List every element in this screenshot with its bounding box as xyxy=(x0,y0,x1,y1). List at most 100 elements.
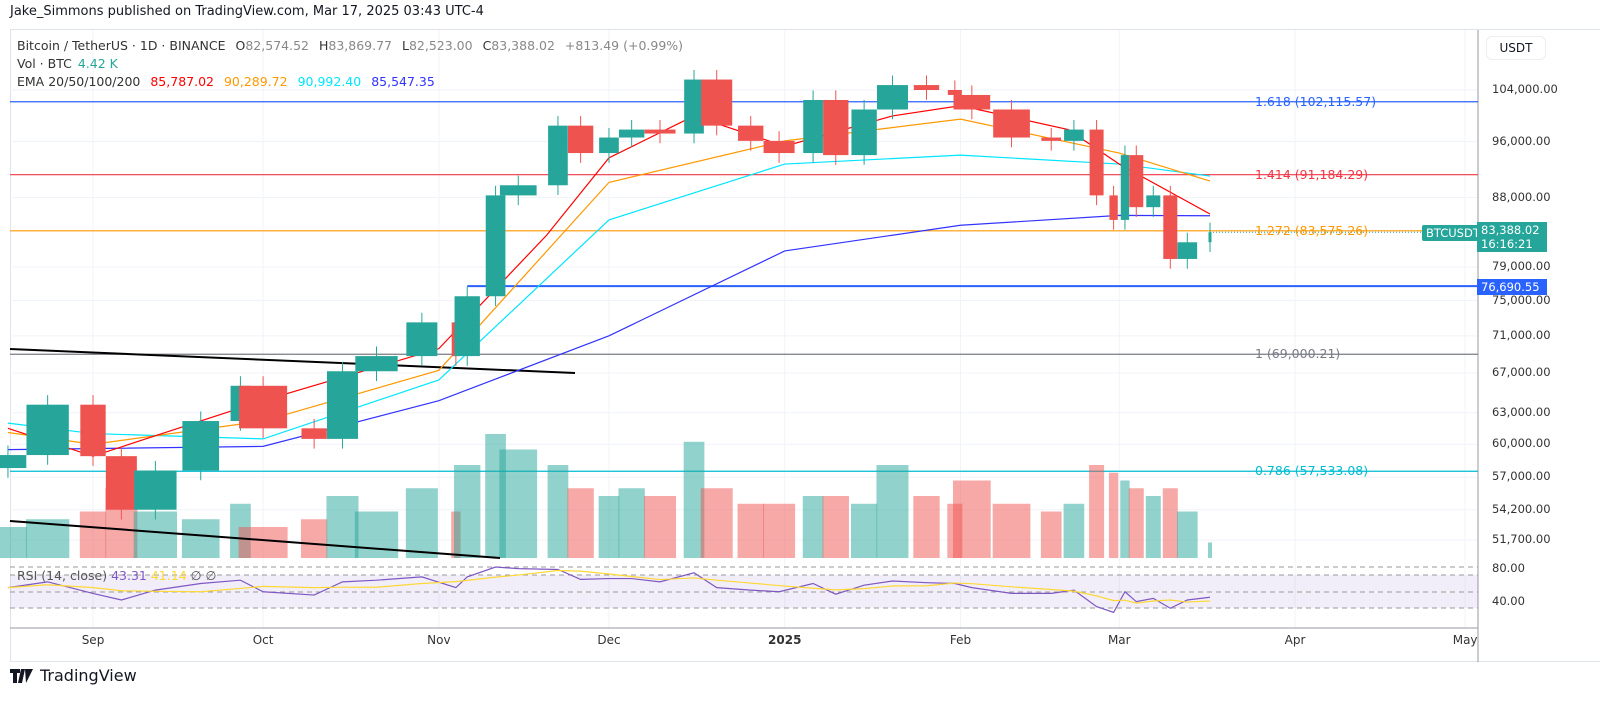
candle-body xyxy=(701,79,733,126)
price-tick: 96,000.00 xyxy=(1492,133,1551,148)
candle-body xyxy=(851,109,877,156)
candle-body xyxy=(1177,242,1198,259)
price-tick: 51,700.00 xyxy=(1492,532,1551,547)
ema200-line xyxy=(7,214,1210,451)
volume-bar xyxy=(1063,503,1085,558)
candle-body xyxy=(823,99,849,156)
candle-body xyxy=(993,109,1030,138)
volume-label: Vol · BTC xyxy=(17,56,72,71)
volume-bar xyxy=(79,511,107,558)
candle-body xyxy=(406,322,438,357)
currency-unit-button[interactable]: USDT xyxy=(1486,36,1546,60)
volume-bar xyxy=(1145,496,1161,558)
price-tick: 71,000.00 xyxy=(1492,327,1551,342)
candle-body xyxy=(134,470,177,510)
time-label: 2025 xyxy=(768,633,802,647)
candle-body xyxy=(1064,129,1084,141)
ema100-line xyxy=(7,154,1211,440)
ema100-value: 90,992.40 xyxy=(297,74,362,89)
candle-body xyxy=(182,421,220,471)
ema-label: EMA 20/50/100/200 xyxy=(17,74,141,89)
candle-body xyxy=(953,94,991,110)
volume-bar xyxy=(763,503,796,558)
ohlc-change: +813.49 (+0.99%) xyxy=(564,38,684,53)
price-tick: 88,000.00 xyxy=(1492,189,1551,204)
volume-bar xyxy=(822,496,849,558)
rsi-line xyxy=(7,566,1211,614)
price-tick: 104,000.00 xyxy=(1492,82,1558,96)
volume-bar xyxy=(354,511,399,558)
volume-bar xyxy=(700,488,733,558)
volume-bar xyxy=(181,519,220,558)
symbol-legend: Bitcoin / TetherUS · 1D · BINANCE O82,57… xyxy=(17,38,689,53)
candle-body xyxy=(105,456,137,510)
ohlc-open: O82,574.52 xyxy=(235,38,309,53)
candle-body xyxy=(355,356,398,372)
rsi-tick: 40.00 xyxy=(1492,594,1525,608)
candle-body xyxy=(1109,195,1118,220)
volume-bar xyxy=(618,488,645,558)
volume-bar xyxy=(992,503,1031,558)
rsi-ma-value: 41.14 xyxy=(150,568,187,583)
candle-body xyxy=(1208,232,1212,243)
volume-bar xyxy=(1089,465,1105,558)
symbol-title[interactable]: Bitcoin / TetherUS · 1D · BINANCE xyxy=(17,38,226,53)
last-price-tag: 83,388.02 16:16:21 xyxy=(1477,222,1547,252)
time-label: Mar xyxy=(1107,633,1131,647)
volume-bar xyxy=(499,449,538,558)
volume-legend[interactable]: Vol · BTC 4.42 K xyxy=(17,56,124,71)
candle-body xyxy=(1120,155,1130,220)
rsi-na-2: ∅ xyxy=(205,568,217,583)
rsi-tick: 80.00 xyxy=(1492,561,1525,575)
tradingview-logo[interactable]: TradingView xyxy=(10,666,137,685)
price-tick: 67,000.00 xyxy=(1492,365,1551,380)
fib-level-label: 1.618 (102,115.57) xyxy=(1255,93,1377,109)
volume-bar xyxy=(1128,488,1144,558)
candle-body xyxy=(599,137,619,154)
candle-body xyxy=(684,79,704,134)
candle-body xyxy=(485,195,506,297)
candle-body xyxy=(644,129,676,134)
ema50-line xyxy=(7,118,1211,445)
bar-countdown: 16:16:21 xyxy=(1481,237,1533,251)
ema-legend[interactable]: EMA 20/50/100/200 85,787.02 90,289.72 90… xyxy=(17,74,441,89)
candle-body xyxy=(567,125,594,154)
trendline xyxy=(9,348,576,374)
time-label: Apr xyxy=(1284,633,1306,647)
time-label: Nov xyxy=(427,633,451,647)
volume-bar xyxy=(326,496,359,558)
volume-bar xyxy=(0,527,27,558)
candle-body xyxy=(26,404,69,456)
candle-body xyxy=(947,90,962,95)
ema200-value: 85,547.35 xyxy=(371,74,435,89)
volume-bar xyxy=(1176,511,1198,558)
candle-body xyxy=(1089,129,1104,196)
volume-bar xyxy=(1162,488,1178,558)
fib-level-label: 1.414 (91,184.29) xyxy=(1255,166,1369,182)
volume-bar xyxy=(1108,472,1119,558)
volume-bar xyxy=(643,496,677,558)
rsi-legend[interactable]: RSI (14, close) 43.31 41.14 ∅ ∅ xyxy=(17,568,216,583)
trendline xyxy=(9,520,501,559)
ohlc-close: C83,388.02 xyxy=(482,38,555,53)
tradingview-logo-icon xyxy=(10,668,33,683)
volume-bar xyxy=(737,503,764,558)
rsi-label: RSI (14, close) xyxy=(17,568,108,583)
candle-body xyxy=(301,428,327,439)
price-tick: 54,200.00 xyxy=(1492,501,1551,516)
volume-bar xyxy=(876,465,909,558)
candle-body xyxy=(80,404,106,457)
ema20-value: 85,787.02 xyxy=(150,74,214,89)
volume-bar xyxy=(1120,480,1130,558)
price-tick: 63,000.00 xyxy=(1492,404,1551,419)
price-tick: 79,000.00 xyxy=(1492,259,1551,274)
volume-bar xyxy=(238,527,288,558)
volume-bar xyxy=(913,496,940,558)
time-label: Sep xyxy=(81,633,105,647)
time-label: Dec xyxy=(597,633,621,647)
chart-frame[interactable] xyxy=(10,29,1600,662)
brand-name: TradingView xyxy=(40,666,137,685)
candle-body xyxy=(738,125,764,141)
price-tick: 60,000.00 xyxy=(1492,436,1551,451)
